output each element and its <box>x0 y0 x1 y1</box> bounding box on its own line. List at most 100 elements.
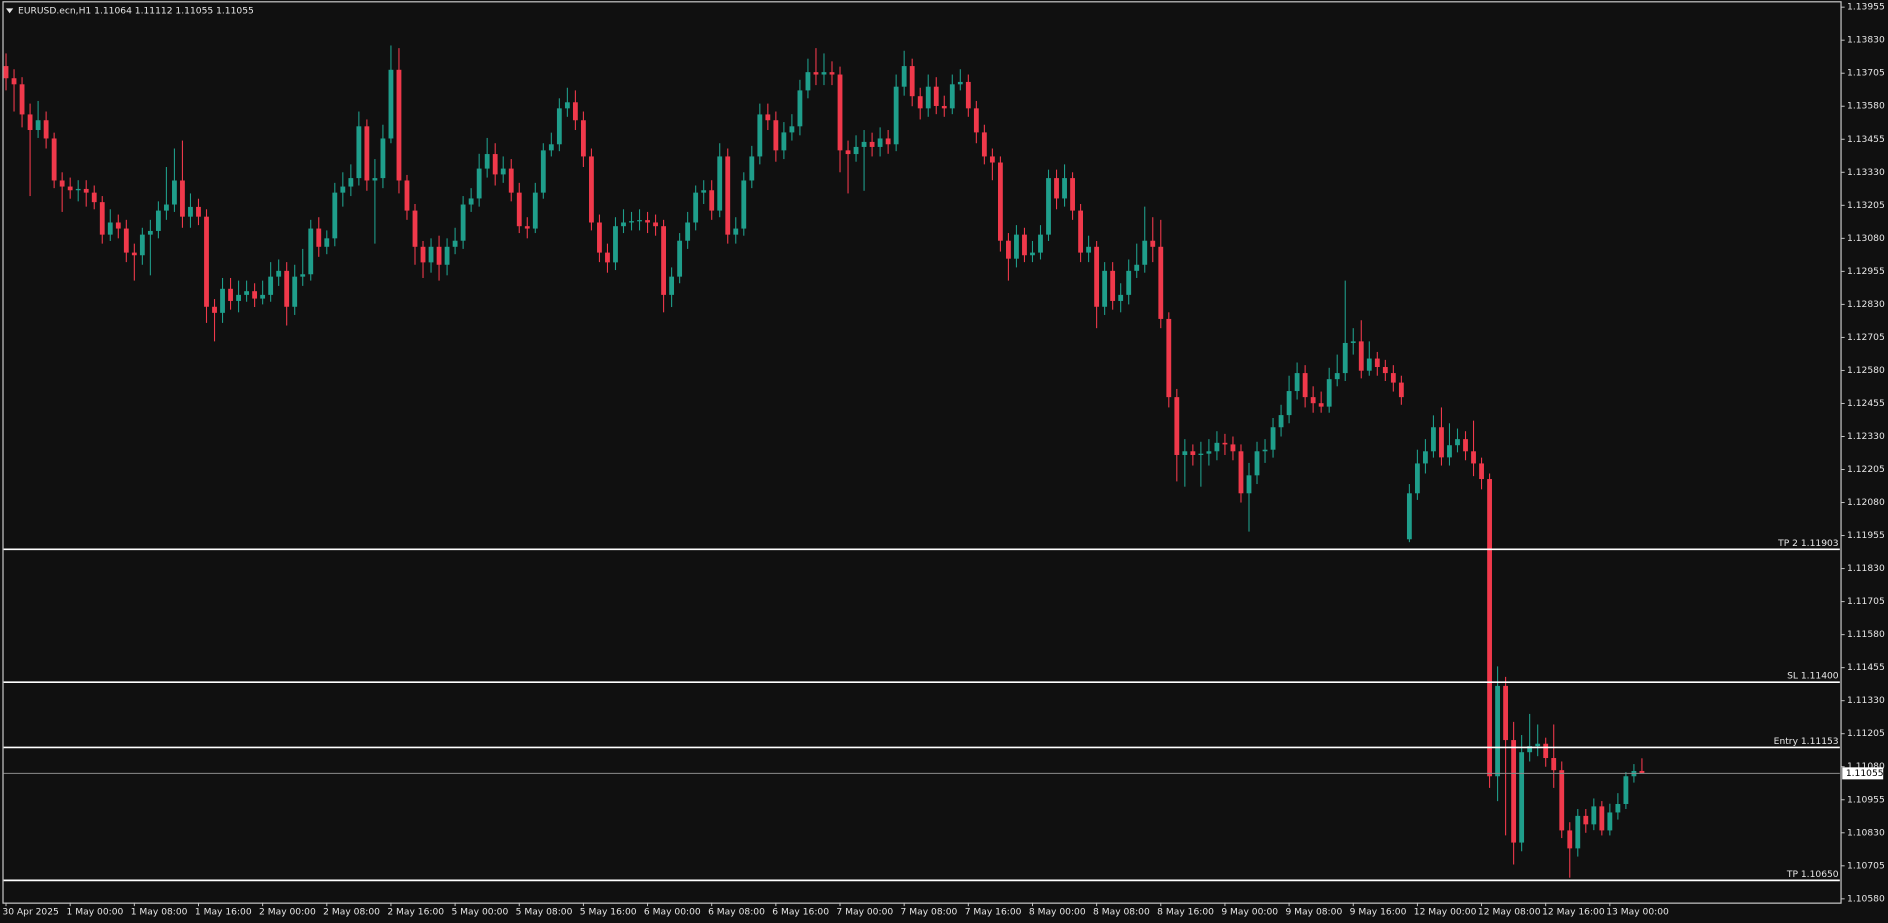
candle-body <box>757 114 763 157</box>
candle-body <box>452 240 458 247</box>
candle-body <box>1503 685 1509 741</box>
candle-body <box>268 276 274 295</box>
candle-body <box>621 222 626 227</box>
candle-body <box>1326 379 1332 407</box>
candle-body <box>925 86 931 109</box>
candle-body <box>19 84 25 115</box>
candle-body <box>364 126 370 181</box>
candle-body <box>613 226 618 263</box>
x-tick-label: 9 May 00:00 <box>1221 908 1278 918</box>
y-tick-label: 1.11830 <box>1847 564 1885 574</box>
x-tick-label: 1 May 08:00 <box>131 908 188 918</box>
candle-body <box>1134 264 1140 271</box>
level-label: SL 1.11400 <box>1787 672 1839 682</box>
candle-body <box>1487 479 1492 777</box>
y-tick-label: 1.12205 <box>1847 465 1885 475</box>
candle-body <box>35 120 41 131</box>
x-tick-label: 8 May 00:00 <box>1029 908 1086 918</box>
y-tick-label: 1.11705 <box>1847 597 1885 607</box>
candle-body <box>941 105 947 109</box>
candle-body <box>1198 453 1204 455</box>
candle-body <box>725 156 731 235</box>
x-tick-label: 9 May 16:00 <box>1350 908 1407 918</box>
candle-body <box>797 90 803 127</box>
candle-body <box>212 306 217 313</box>
candle-body <box>781 132 787 151</box>
candle-body <box>1022 234 1027 256</box>
x-tick-label: 6 May 08:00 <box>708 908 765 918</box>
candle-body <box>228 288 233 301</box>
candle-body <box>1334 373 1340 380</box>
y-tick-label: 1.12080 <box>1847 498 1885 508</box>
y-tick-label: 1.10580 <box>1847 894 1885 904</box>
candle-body <box>180 180 185 217</box>
candle-body <box>709 190 715 211</box>
candle-body <box>1591 806 1597 825</box>
candle-body <box>1366 358 1372 371</box>
candle-body <box>332 192 338 239</box>
candle-body <box>949 84 955 109</box>
x-tick-label: 6 May 16:00 <box>772 908 829 918</box>
candle-body <box>1423 451 1428 464</box>
x-tick-label: 5 May 08:00 <box>516 908 573 918</box>
x-tick-label: 30 Apr 2025 <box>2 908 59 918</box>
candle-body <box>1623 776 1629 804</box>
candle-body <box>308 228 314 275</box>
candle-body <box>605 252 610 263</box>
candle-body <box>1583 815 1589 825</box>
candle-body <box>1551 758 1557 771</box>
x-tick-label: 1 May 16:00 <box>195 908 252 918</box>
plot-frame <box>2 1 1842 904</box>
candle-body <box>733 228 739 235</box>
candle-body <box>372 178 378 181</box>
candle-body <box>981 132 987 157</box>
candle-body <box>853 146 859 155</box>
candle-body <box>1479 463 1484 480</box>
candle-body <box>997 162 1003 241</box>
candle-body <box>123 228 129 253</box>
candle-body <box>917 96 923 109</box>
candle-body <box>1030 252 1035 256</box>
candle-body <box>556 108 562 145</box>
candle-body <box>204 216 209 307</box>
candle-body <box>973 108 979 133</box>
candle-body <box>51 138 57 181</box>
candle-body <box>131 252 137 256</box>
x-tick-label: 2 May 08:00 <box>323 908 380 918</box>
menu-arrow[interactable] <box>6 8 14 14</box>
candle-body <box>1447 445 1452 458</box>
x-tick-label: 2 May 00:00 <box>259 908 316 918</box>
candle-body <box>348 178 354 187</box>
y-tick-label: 1.11580 <box>1847 630 1885 640</box>
candle-body <box>59 180 65 187</box>
candle-body <box>749 156 755 181</box>
y-tick-label: 1.11955 <box>1847 531 1885 541</box>
candle-body <box>1190 451 1196 455</box>
candle-body <box>396 69 402 181</box>
candle-body <box>1511 740 1517 843</box>
candle-body <box>589 156 594 223</box>
candle-body <box>404 180 410 211</box>
candle-body <box>388 69 394 139</box>
candle-body <box>1406 493 1412 540</box>
candle-body <box>1054 178 1059 199</box>
candle-body <box>965 81 971 109</box>
candle-body <box>1310 397 1316 404</box>
x-tick-label: 12 May 16:00 <box>1542 908 1605 918</box>
y-tick-label: 1.11455 <box>1847 663 1885 673</box>
candle-body <box>1350 341 1356 343</box>
candle-body <box>340 186 346 193</box>
candle-body <box>669 276 675 295</box>
candle-body <box>83 188 89 193</box>
x-tick-label: 7 May 08:00 <box>901 908 958 918</box>
candle-body <box>492 154 498 175</box>
x-tick-label: 7 May 00:00 <box>836 908 893 918</box>
candle-body <box>1471 451 1476 464</box>
candle-body <box>1070 178 1075 211</box>
y-tick-label: 1.12830 <box>1847 300 1885 310</box>
candle-body <box>43 120 49 139</box>
candle-body <box>300 274 306 277</box>
x-tick-label: 8 May 16:00 <box>1157 908 1214 918</box>
candle-body <box>436 246 442 265</box>
x-tick-label: 9 May 08:00 <box>1285 908 1342 918</box>
